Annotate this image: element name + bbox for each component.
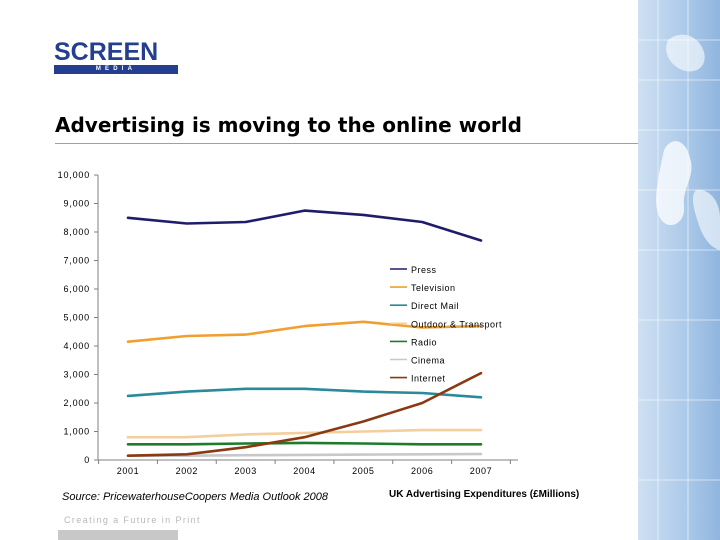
series-line-internet [126,371,483,457]
logo-bar [54,65,178,74]
logo-wordmark: SCREEN [54,38,159,66]
y-tick-label: 9,000 [63,199,90,209]
y-tick-label: 6,000 [63,284,90,294]
title-divider [55,143,638,144]
x-tick-label: 2001 [117,466,139,476]
x-tick-label: 2006 [411,466,433,476]
footer-logo: Creating a Future in Print [58,508,200,540]
y-tick-label: 0 [84,455,90,465]
x-tick-label: 2003 [234,466,256,476]
x-tick-label: 2002 [176,466,198,476]
legend-label-cinema: Cinema [411,356,445,366]
x-tick-label: 2005 [352,466,374,476]
series-line-outdoor-transport [126,428,483,439]
y-tick-label: 5,000 [63,313,90,323]
chart-caption: UK Advertising Expenditures (£Millions) [389,489,580,500]
legend-label-direct-mail: Direct Mail [411,301,459,311]
y-tick-label: 2,000 [63,398,90,408]
footer-tagline: Creating a Future in Print [64,515,201,525]
footer-bar [58,530,178,540]
series-line-press [126,209,483,242]
screen-logo: SCREEN MEDIA TECHNOLOGY [54,38,182,81]
legend-label-press: Press [411,265,437,275]
logo-subtitle: MEDIA TECHNOLOGY [73,66,159,81]
slide-title: Advertising is moving to the online worl… [55,113,522,137]
y-tick-label: 3,000 [63,370,90,380]
y-tick-label: 8,000 [63,227,90,237]
y-tick-label: 7,000 [63,256,90,266]
x-tick-label: 2007 [470,466,492,476]
series-line-television [126,320,483,343]
y-tick-label: 1,000 [63,427,90,437]
source-note: Source: PricewaterhouseCoopers Media Out… [62,491,328,503]
legend-label-radio: Radio [411,337,437,347]
series-line-direct-mail [126,387,483,399]
y-tick-label: 4,000 [63,341,90,351]
legend-label-internet: Internet [411,374,446,384]
series-line-radio [126,441,483,446]
series-line-cinema [126,452,483,457]
y-tick-label: 10,000 [58,170,90,180]
x-tick-label: 2004 [293,466,315,476]
globe-icon [638,0,720,540]
legend-label-outdoor-transport: Outdoor & Transport [411,319,502,329]
globe-decoration [638,0,720,540]
legend-label-television: Television [411,283,456,293]
